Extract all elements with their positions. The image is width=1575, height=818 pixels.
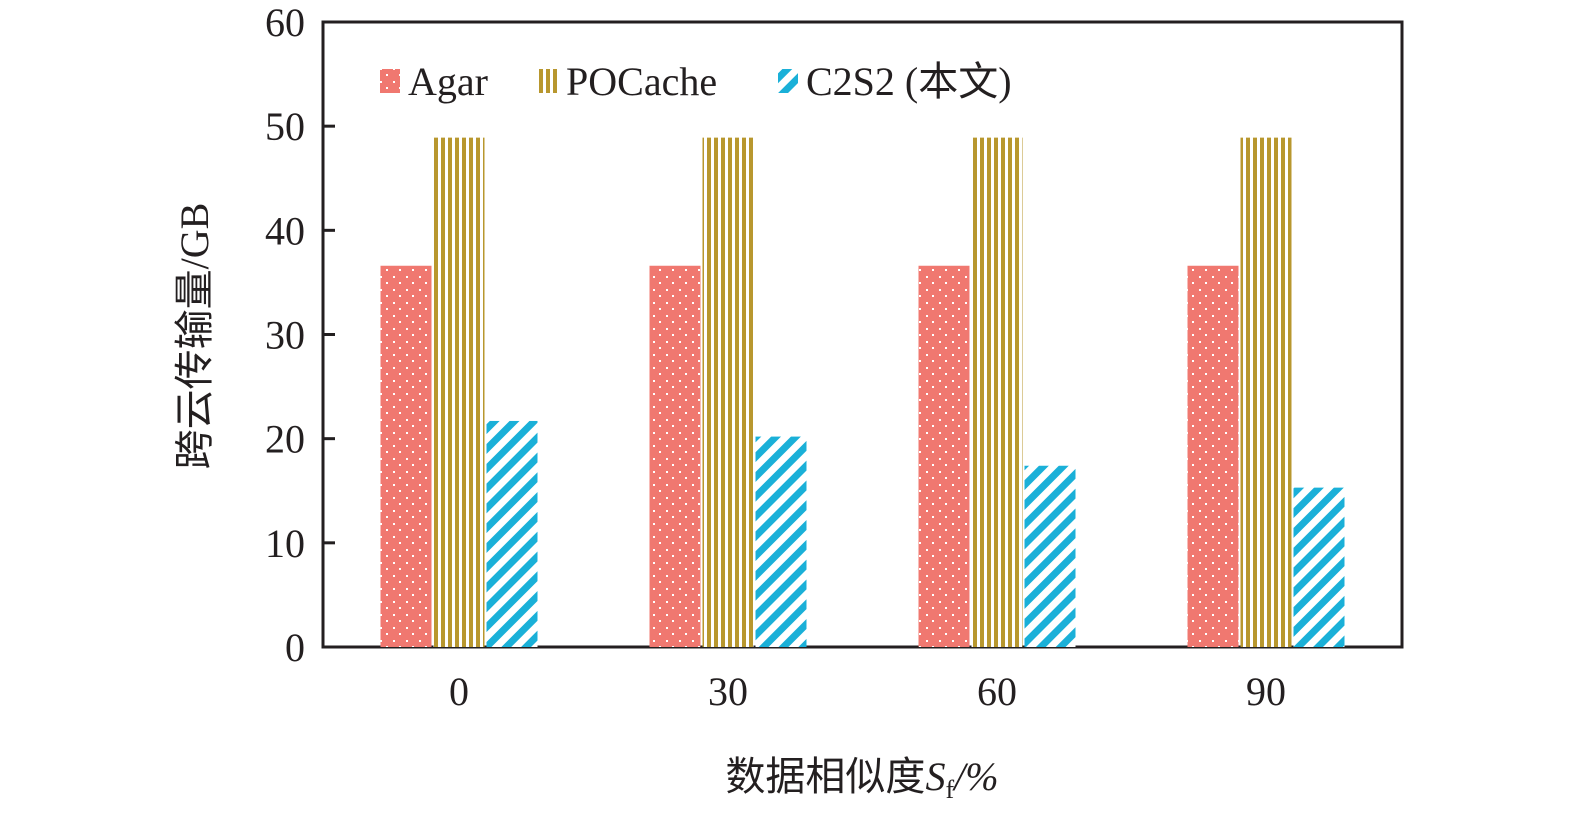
x-axis-symbol: S (925, 754, 945, 799)
bar-pocache-30 (702, 137, 754, 647)
y-tick-label: 0 (285, 625, 305, 670)
bar-c2s2-0 (486, 420, 538, 647)
bar-agar-90 (1187, 265, 1239, 647)
bar-c2s2-30 (755, 436, 807, 647)
bar-pocache-60 (971, 137, 1023, 647)
y-tick-label: 10 (265, 521, 305, 566)
bar-c2s2-60 (1024, 465, 1076, 647)
y-tick-label: 20 (265, 417, 305, 462)
x-tick-label: 30 (708, 669, 748, 714)
legend-label: POCache (566, 59, 717, 104)
x-axis-subscript: f (945, 775, 954, 804)
legend-swatch-agar (380, 69, 400, 93)
legend: Agar POCache C2S2 (本文) (380, 59, 1012, 104)
y-axis-title: 跨云传输量/GB (172, 203, 217, 470)
legend-swatch-pocache (538, 69, 558, 93)
y-tick-label: 50 (265, 104, 305, 149)
y-tick-label: 30 (265, 313, 305, 358)
bar-agar-0 (380, 265, 432, 647)
legend-swatch-c2s2 (778, 69, 798, 93)
x-tick-label: 60 (977, 669, 1017, 714)
y-axis: 0 10 20 30 40 50 60 (265, 0, 335, 670)
x-axis-unit: /% (952, 754, 998, 799)
bars-group (380, 137, 1345, 647)
bar-c2s2-90 (1293, 487, 1345, 647)
legend-label: Agar (408, 59, 488, 104)
x-axis-title-text: 数据相似度 (725, 754, 925, 799)
plot-frame (321, 20, 1404, 649)
bar-agar-60 (918, 265, 970, 647)
x-tick-label: 90 (1246, 669, 1286, 714)
x-axis-title: 数据相似度Sf/% (725, 754, 998, 804)
x-axis: 0 30 60 90 (449, 669, 1286, 714)
y-tick-label: 40 (265, 208, 305, 253)
bar-agar-30 (649, 265, 701, 647)
plot-border (321, 20, 1404, 649)
bar-pocache-0 (433, 137, 485, 647)
y-tick-label: 60 (265, 0, 305, 45)
x-tick-label: 0 (449, 669, 469, 714)
legend-label: C2S2 (本文) (806, 59, 1012, 104)
bar-pocache-90 (1240, 137, 1292, 647)
